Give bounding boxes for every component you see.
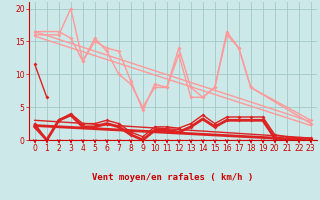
X-axis label: Vent moyen/en rafales ( km/h ): Vent moyen/en rafales ( km/h ): [92, 173, 253, 182]
